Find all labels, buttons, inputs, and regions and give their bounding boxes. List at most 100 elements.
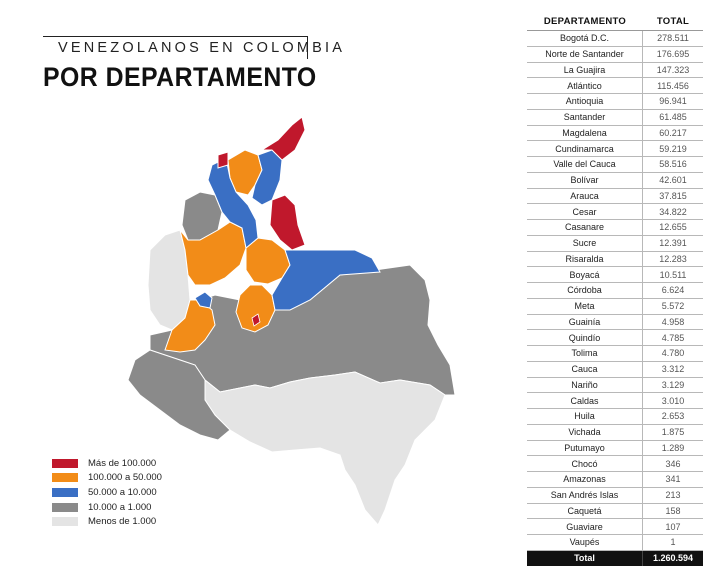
cell-total: 4.958 — [661, 316, 685, 327]
table-row: Tolima 4.780 — [527, 346, 703, 362]
cell-departamento: Tolima — [527, 346, 643, 361]
table-row: Caquetá 158 — [527, 503, 703, 520]
cell-total: 37.815 — [659, 190, 687, 201]
cell-total: 10.511 — [659, 269, 687, 280]
cell-total: 96.941 — [659, 96, 687, 107]
legend-swatch — [52, 502, 78, 512]
cell-departamento: Norte de Santander — [527, 46, 643, 62]
table-row: Bogotá D.C. 278.511 — [527, 31, 703, 47]
table-row: Chocó 346 — [527, 456, 703, 472]
table-row: Valle del Cauca 58.516 — [527, 157, 703, 173]
cell-departamento: Arauca — [527, 188, 643, 204]
cell-departamento: Sucre — [527, 235, 643, 251]
table-row: La Guajira 147.323 — [527, 62, 703, 79]
table-row: San Andrés Islas 213 — [527, 487, 703, 504]
table-row: Vichada 1.875 — [527, 424, 703, 441]
legend-swatch — [52, 517, 78, 527]
legend-swatch — [52, 458, 78, 468]
cell-departamento: San Andrés Islas — [527, 487, 643, 503]
data-table: DEPARTAMENTO TOTAL Bogotá D.C. 278.511 Nor… — [527, 12, 703, 566]
cell-departamento: Antioquia — [527, 94, 643, 109]
map-region-risaralda — [194, 291, 213, 309]
map-region-cundinamarca — [235, 284, 276, 333]
chart-title: POR DEPARTAMENTO — [43, 62, 317, 92]
cell-total: 2.653 — [661, 411, 685, 422]
cell-total: 4.785 — [661, 332, 685, 343]
cell-departamento: Caquetá — [527, 503, 643, 519]
cell-total: 12.655 — [659, 222, 687, 233]
cell-departamento: Nariño — [527, 377, 643, 393]
table-row: Putumayo 1.289 — [527, 440, 703, 457]
cell-total: 346 — [665, 458, 681, 469]
legend-label: 10.000 a 1.000 — [88, 501, 152, 513]
cell-total: 3.129 — [661, 379, 685, 390]
cell-total: 115.456 — [657, 80, 689, 91]
table-body: Bogotá D.C. 278.511 Norte de Santander 176.… — [527, 31, 703, 551]
cell-departamento: Magdalena — [527, 125, 643, 141]
colombia-map — [127, 116, 456, 526]
cell-total: 147.323 — [656, 64, 690, 75]
cell-total: 1 — [670, 537, 676, 548]
cell-total: 42.601 — [659, 175, 687, 186]
cell-departamento: Cundinamarca — [527, 141, 643, 156]
title-frame — [43, 36, 308, 59]
cell-total: 59.219 — [659, 143, 687, 154]
table-row: Cundinamarca 59.219 — [527, 141, 703, 157]
cell-total: 6.624 — [661, 285, 685, 296]
cell-total: 158 — [665, 505, 681, 516]
cell-departamento: Chocó — [527, 456, 643, 471]
table-row: Nariño 3.129 — [527, 377, 703, 394]
cell-total: 3.010 — [661, 395, 685, 406]
cell-departamento: Huila — [527, 409, 643, 424]
legend-label: 100.000 a 50.000 — [88, 472, 162, 484]
cell-departamento: Putumayo — [527, 440, 643, 456]
table-row: Casanare 12.655 — [527, 220, 703, 236]
cell-total: 34.822 — [659, 206, 687, 217]
cell-total: 12.391 — [659, 238, 687, 249]
cell-departamento: Casanare — [527, 220, 643, 235]
cell-departamento: Guainía — [527, 314, 643, 330]
table-row: Arauca 37.815 — [527, 188, 703, 205]
table-row: Huila 2.653 — [527, 409, 703, 425]
total-label: Total — [527, 550, 643, 566]
cell-departamento: La Guajira — [527, 62, 643, 78]
legend-label: Menos de 1.000 — [88, 516, 157, 528]
legend-item: Menos de 1.000 — [52, 514, 162, 529]
cell-total: 12.283 — [659, 253, 687, 264]
cell-departamento: Boyacá — [527, 267, 643, 282]
map-region-antioquia — [179, 221, 247, 286]
cell-total: 5.572 — [661, 301, 685, 312]
table-row: Guaviare 107 — [527, 519, 703, 535]
table-row: Risaralda 12.283 — [527, 251, 703, 268]
cell-departamento: Córdoba — [527, 283, 643, 298]
legend-label: Más de 100.000 — [88, 457, 157, 469]
cell-total: 107 — [665, 521, 681, 532]
cell-departamento: Bolívar — [527, 172, 643, 188]
cell-departamento: Valle del Cauca — [527, 157, 643, 172]
cell-departamento: Vaupés — [527, 535, 643, 550]
cell-total: 3.312 — [661, 364, 685, 375]
total-value: 1.260.594 — [652, 553, 694, 564]
table-row: Córdoba 6.624 — [527, 283, 703, 299]
table-row: Boyacá 10.511 — [527, 267, 703, 283]
table-row: Norte de Santander 176.695 — [527, 46, 703, 63]
table-row: Caldas 3.010 — [527, 393, 703, 409]
cell-departamento: Cesar — [527, 204, 643, 219]
map-region-southwest — [127, 349, 231, 441]
column-header-departamento: DEPARTAMENTO — [543, 15, 627, 27]
table-row: Vaupés 1 — [527, 535, 703, 551]
legend-item: 100.000 a 50.000 — [52, 471, 162, 486]
map-region-arauca — [271, 249, 381, 311]
cell-total: 60.217 — [659, 127, 687, 138]
cell-total: 176.695 — [656, 49, 690, 60]
map-region-norte-santander — [269, 194, 306, 251]
table-row: Santander 61.485 — [527, 109, 703, 126]
table-row: Cesar 34.822 — [527, 204, 703, 220]
legend-label: 50.000 a 10.000 — [88, 486, 157, 498]
table-row: Guainía 4.958 — [527, 314, 703, 331]
map-region-valle — [164, 299, 216, 353]
cell-total: 58.516 — [659, 159, 687, 170]
cell-total: 4.780 — [661, 348, 685, 359]
table-total-row: Total 1.260.594 — [527, 550, 703, 566]
table-row: Cauca 3.312 — [527, 361, 703, 378]
